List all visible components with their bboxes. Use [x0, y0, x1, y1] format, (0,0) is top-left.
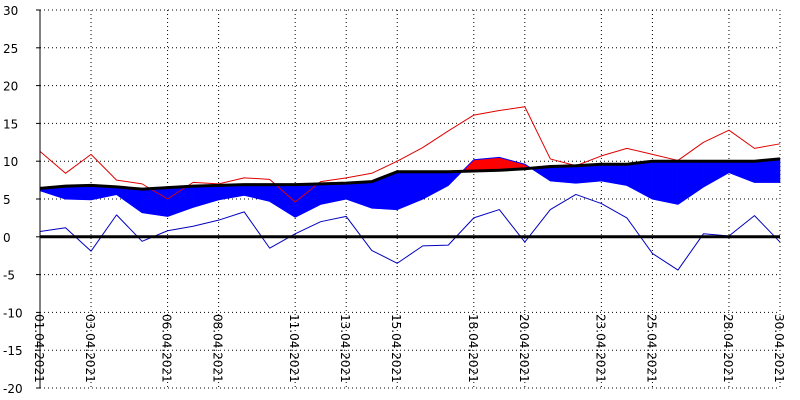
axes — [36, 9, 780, 389]
y-tick-label: 30 — [3, 4, 18, 18]
y-tick-label: 0 — [3, 231, 11, 245]
x-tick-label: 06.04.2021 — [160, 314, 174, 383]
below-normal-area — [728, 160, 755, 183]
below-normal-area — [422, 171, 449, 200]
normal-line — [39, 157, 781, 191]
series-lines — [39, 106, 781, 271]
x-tick-label: 15.04.2021 — [389, 314, 403, 383]
y-tick-label: 15 — [3, 117, 18, 131]
y-tick-label: 5 — [3, 193, 11, 207]
below-normal-area — [65, 185, 92, 201]
y-tick-label: -20 — [3, 382, 23, 396]
y-tick-label: -15 — [3, 344, 23, 358]
below-normal-area — [550, 165, 577, 184]
y-tick-label: 25 — [3, 42, 18, 56]
below-normal-area — [626, 160, 653, 200]
x-tick-label: 08.04.2021 — [211, 314, 225, 383]
x-tick-label: 28.04.2021 — [721, 314, 735, 383]
x-tick-label: 30.04.2021 — [772, 314, 786, 383]
mean-line — [39, 156, 780, 218]
y-tick-label: 20 — [3, 80, 18, 94]
below-normal-area — [754, 158, 781, 183]
below-normal-area — [703, 160, 730, 188]
below-normal-area — [677, 160, 704, 205]
x-tick-label: 13.04.2021 — [338, 314, 352, 383]
below-normal-area — [345, 181, 372, 209]
below-normal-area — [320, 182, 347, 205]
below-normal-area — [652, 160, 679, 205]
x-tick-label: 18.04.2021 — [466, 314, 480, 383]
below-normal-area — [269, 184, 296, 218]
x-tick-label: 23.04.2021 — [593, 314, 607, 383]
max-line — [39, 106, 781, 203]
anomaly-areas — [39, 157, 781, 218]
x-tick-label: 20.04.2021 — [517, 314, 531, 383]
tick-labels: -20 -15 -10 -5 0 5 10 15 20 25 30 01.04.2021 03.04.2… — [3, 4, 786, 396]
below-normal-area — [575, 163, 602, 184]
min-line — [39, 193, 781, 271]
below-normal-area — [116, 186, 143, 214]
y-tick-label: -5 — [3, 269, 15, 283]
y-tick-label: -10 — [3, 306, 23, 320]
x-tick-label: 25.04.2021 — [644, 314, 658, 383]
x-tick-label: 03.04.2021 — [83, 314, 97, 383]
x-tick-label: 01.04.2021 — [32, 314, 46, 383]
y-tick-label: 10 — [3, 155, 18, 169]
below-normal-area — [601, 163, 628, 186]
below-normal-area — [294, 183, 321, 218]
x-tick-label: 11.04.2021 — [287, 314, 301, 383]
